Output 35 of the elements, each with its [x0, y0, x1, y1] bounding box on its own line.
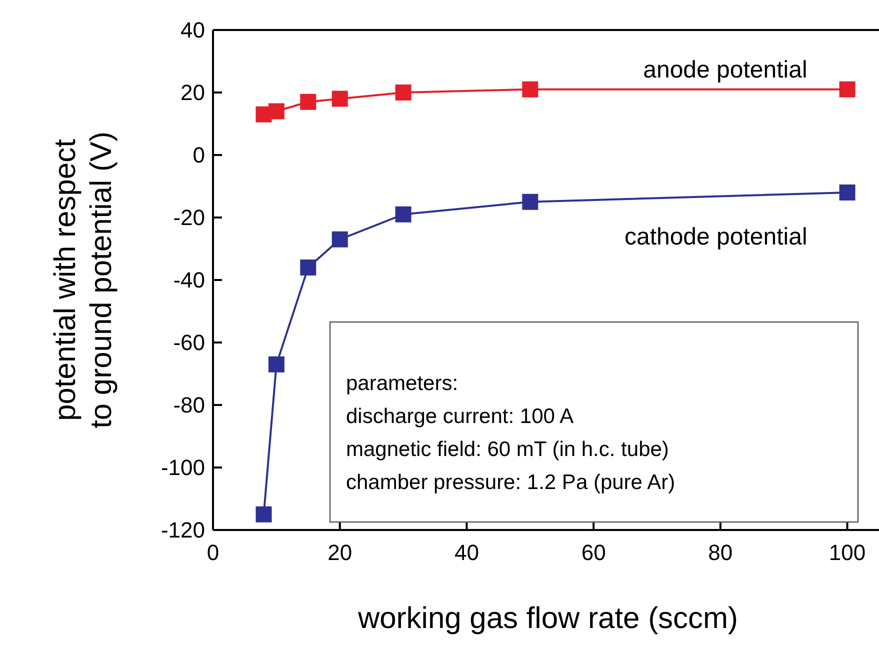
point [395, 84, 412, 100]
point [300, 94, 316, 110]
annotation: parameters: [346, 372, 458, 395]
series-label: cathode potential [624, 224, 808, 250]
point [395, 206, 412, 222]
y-tick-label: -120 [160, 518, 205, 543]
y-tick-label: 0 [192, 142, 205, 168]
point [332, 90, 348, 107]
x-tick-label: 40 [454, 540, 479, 565]
point [522, 194, 538, 210]
x-tick-label: 60 [581, 540, 606, 565]
point [268, 356, 284, 372]
x-axis-title: working gas flow rate (sccm) [356, 602, 738, 635]
x-tick-label: 100 [828, 540, 866, 565]
x-tick-label: 20 [328, 540, 352, 565]
annotation: discharge current: 100 A [346, 405, 574, 428]
y-tick-label: 20 [180, 80, 205, 106]
x-tick-label: 80 [708, 540, 733, 565]
y-tick-label: -100 [160, 455, 205, 480]
y-tick-label: 40 [180, 18, 205, 43]
y-tick-label: -40 [173, 268, 205, 293]
y-tick-label: -80 [173, 392, 205, 418]
y-tick-label: -20 [173, 205, 205, 230]
point [332, 231, 348, 248]
y-axis-title: potential with respect to ground potential (V) [49, 132, 118, 428]
point [300, 260, 316, 276]
y-tick-label: -60 [173, 330, 205, 356]
point [522, 81, 538, 98]
annotation: chamber pressure: 1.2 Pa (pure Ar) [346, 471, 676, 494]
annotation: magnetic field: 60 mT (in h.c. tube) [346, 438, 669, 461]
point [256, 506, 272, 522]
point [268, 103, 284, 120]
point [839, 81, 856, 98]
series-label: anode potential [643, 56, 808, 84]
point [839, 184, 856, 200]
